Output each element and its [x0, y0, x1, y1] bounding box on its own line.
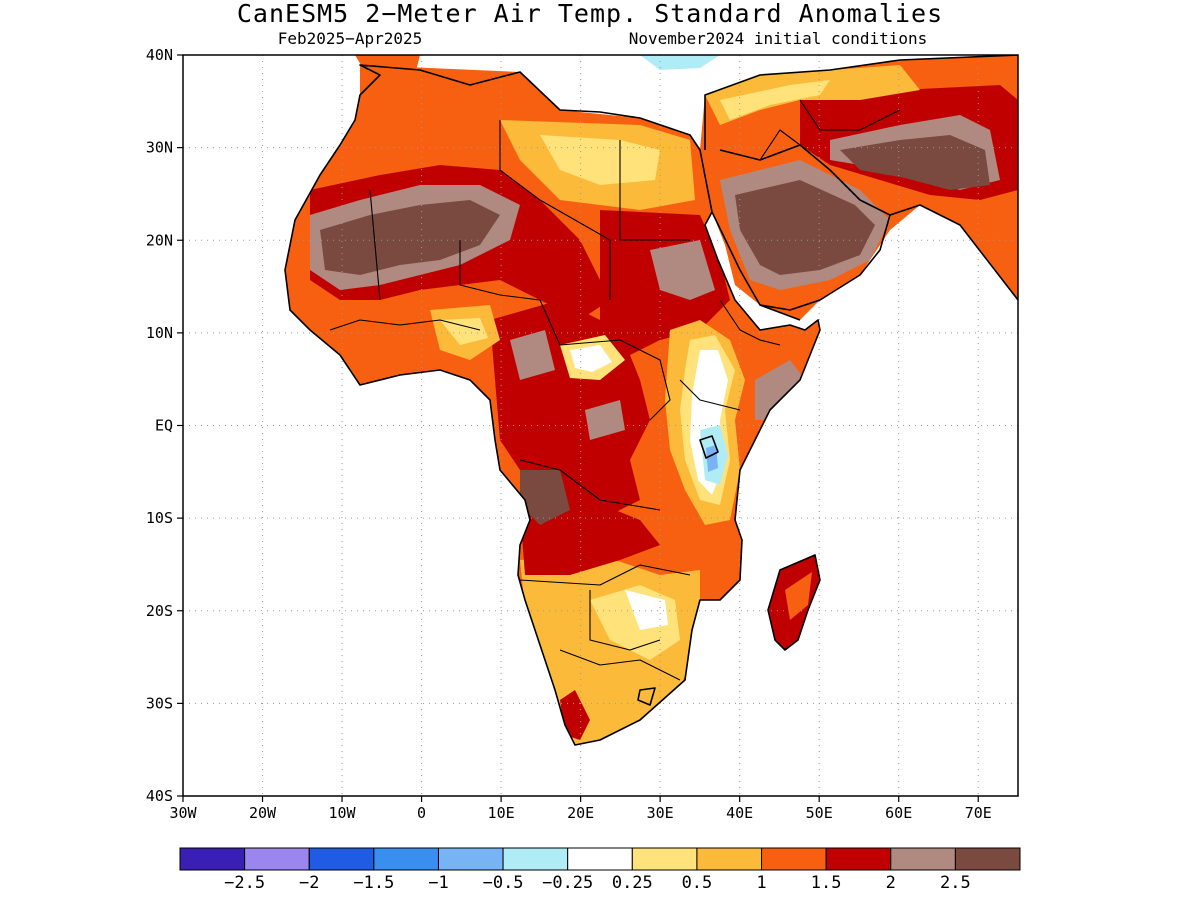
lon-tick-label: 10W — [329, 804, 357, 822]
colorbar-swatch — [954, 847, 1021, 871]
coastlines — [284, 55, 1018, 746]
period-label: Feb2025−Apr2025 — [278, 29, 423, 48]
colorbar-label: −1 — [428, 873, 448, 893]
colorbar-label: 0.25 — [612, 873, 653, 893]
colorbar-swatch — [631, 847, 698, 871]
colorbar-label: 2.5 — [940, 873, 971, 893]
lat-tick-label: 40N — [146, 46, 173, 64]
colorbar-label: 2 — [886, 873, 896, 893]
lat-tick-label: 30N — [146, 139, 173, 157]
lon-tick-label: 0 — [417, 804, 426, 822]
country-borders — [329, 99, 901, 681]
lon-tick-label: 50E — [806, 804, 833, 822]
colorbar-label: −1.5 — [353, 873, 394, 893]
lat-tick-label: 10N — [146, 324, 173, 342]
lon-tick-label: 10E — [488, 804, 515, 822]
lat-tick-label: 30S — [146, 694, 173, 712]
map-title: CanESM5 2−Meter Air Temp. Standard Anoma… — [237, 0, 943, 28]
colorbar-label: 0.5 — [682, 873, 713, 893]
lat-tick-label: 20S — [146, 602, 173, 620]
lon-tick-label: 20E — [567, 804, 594, 822]
lon-tick-label: 60E — [885, 804, 912, 822]
init-label: November2024 initial conditions — [629, 29, 928, 48]
colorbar-label: −0.25 — [542, 873, 593, 893]
colorbar-swatch — [502, 847, 569, 871]
colorbar-swatch — [437, 847, 504, 871]
lon-tick-label: 30W — [169, 804, 197, 822]
colorbar-swatch — [890, 847, 956, 871]
colorbar-label: −0.5 — [483, 873, 524, 893]
lon-tick-label: 40E — [726, 804, 753, 822]
colorbar: −2.5 −2 −1.5 −1 −0.5 −0.25 0.25 0.5 1 1.5 2 2.5 — [179, 847, 1021, 893]
colorbar-label: −2.5 — [224, 873, 265, 893]
colorbar-swatch — [761, 847, 827, 871]
colorbar-label: 1 — [756, 873, 766, 893]
colorbar-swatch — [179, 847, 246, 871]
colorbar-swatch — [567, 847, 633, 871]
lon-tick-label: 30E — [647, 804, 674, 822]
colorbar-swatch — [825, 847, 892, 871]
colorbar-swatch — [696, 847, 763, 871]
lon-tick-label: 20W — [249, 804, 277, 822]
colorbar-label: −2 — [299, 873, 319, 893]
lon-tick-label: 70E — [965, 804, 992, 822]
lat-tick-label: 10S — [146, 509, 173, 527]
lat-tick-label: 40S — [146, 787, 173, 805]
lat-tick-label: EQ — [155, 417, 173, 435]
colorbar-swatch — [373, 847, 439, 871]
colorbar-swatch — [308, 847, 375, 871]
lat-tick-label: 20N — [146, 231, 173, 249]
colorbar-label: 1.5 — [811, 873, 842, 893]
colorbar-swatch — [244, 847, 310, 871]
